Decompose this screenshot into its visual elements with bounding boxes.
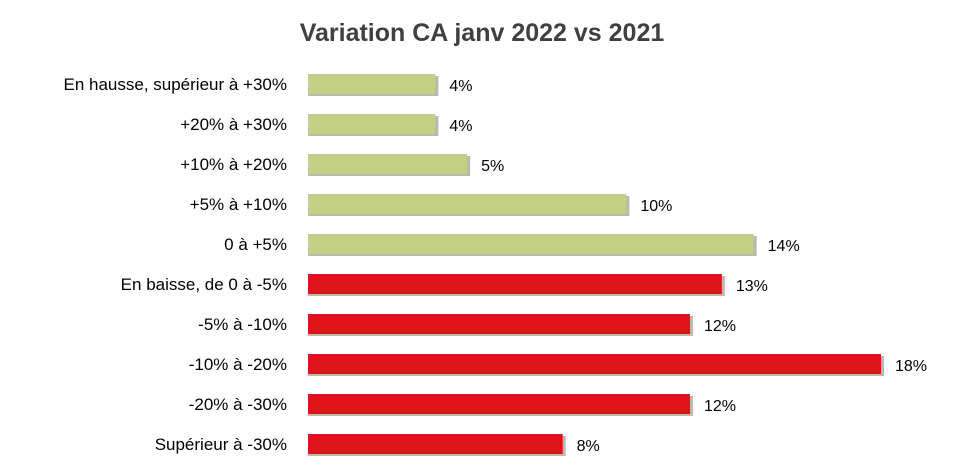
bar <box>308 234 754 254</box>
bar <box>308 394 690 414</box>
chart-title: Variation CA janv 2022 vs 2021 <box>300 19 665 47</box>
category-label: -20% à -30% <box>189 395 287 414</box>
data-label: 4% <box>449 78 472 95</box>
data-label: 8% <box>577 438 600 455</box>
bar <box>308 314 690 334</box>
category-label: +10% à +20% <box>180 155 287 174</box>
bar <box>308 114 436 134</box>
data-label: 10% <box>640 198 672 215</box>
data-label: 13% <box>736 278 768 295</box>
data-label: 5% <box>481 158 504 175</box>
bar <box>308 354 881 374</box>
bar <box>308 434 563 454</box>
category-label: En baisse, de 0 à -5% <box>121 275 287 294</box>
bar <box>308 74 436 94</box>
data-label: 12% <box>704 398 736 415</box>
data-label: 18% <box>895 358 927 375</box>
category-label: En hausse, supérieur à +30% <box>63 75 287 94</box>
category-label: +20% à +30% <box>180 115 287 134</box>
data-label: 12% <box>704 318 736 335</box>
category-label: 0 à +5% <box>224 235 287 254</box>
data-label: 4% <box>449 118 472 135</box>
category-label: -10% à -20% <box>189 355 287 374</box>
bar <box>308 154 468 174</box>
data-label: 14% <box>768 238 800 255</box>
category-label: Supérieur à -30% <box>155 435 287 454</box>
category-label: +5% à +10% <box>190 195 287 214</box>
category-label: -5% à -10% <box>198 315 287 334</box>
plot-area: En hausse, supérieur à +30% 4% +20% à +30%… <box>63 74 927 456</box>
bar <box>308 274 722 294</box>
bar <box>308 194 627 214</box>
